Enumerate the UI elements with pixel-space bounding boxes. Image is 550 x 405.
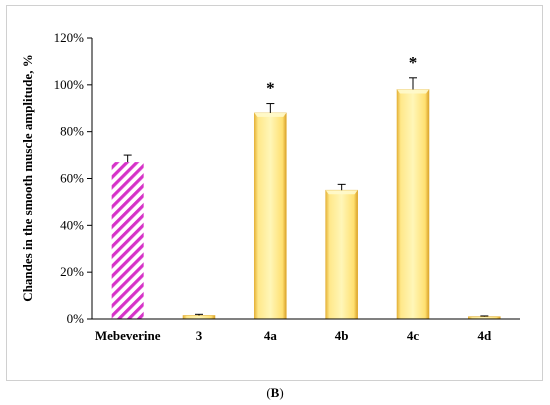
y-tick-label: 80% <box>60 124 84 139</box>
bar-bevel <box>397 89 429 94</box>
bars: ** <box>111 53 501 320</box>
significance-marker: * <box>409 53 418 72</box>
bar-3 <box>182 315 216 320</box>
x-tick-label: 4c <box>407 328 420 343</box>
y-tick-label: 120% <box>54 30 85 45</box>
y-tick-label: 60% <box>60 171 84 186</box>
bar-bevel <box>325 190 358 195</box>
significance-marker: * <box>266 79 275 98</box>
x-tick-label: 4d <box>477 328 492 343</box>
caption-letter: B <box>270 385 280 400</box>
y-ticks: 0% 20% 40% 60% 80% 100% 120% <box>54 30 92 326</box>
bar-bevel <box>254 112 287 117</box>
x-tick-label: 4a <box>264 328 278 343</box>
y-tick-label: 100% <box>54 77 85 92</box>
axes <box>91 38 520 320</box>
bar-4c <box>396 89 430 320</box>
y-axis-title: Chandes in the smooth muscle amplitude, … <box>20 54 35 301</box>
y-tick-label: 0% <box>67 311 85 326</box>
bar-mebeverine <box>111 162 144 319</box>
x-tick-label: 3 <box>196 328 203 343</box>
y-tick-label: 20% <box>60 264 84 279</box>
y-tick-label: 40% <box>60 217 84 232</box>
figure-caption: (B) <box>266 385 284 400</box>
x-tick-label: Mebeverine <box>95 328 161 343</box>
category-labels: Mebeverine 3 4a 4b 4c 4d <box>95 328 492 343</box>
bar-4b <box>325 189 358 320</box>
bar-4a <box>254 112 287 320</box>
x-tick-label: 4b <box>335 328 349 343</box>
